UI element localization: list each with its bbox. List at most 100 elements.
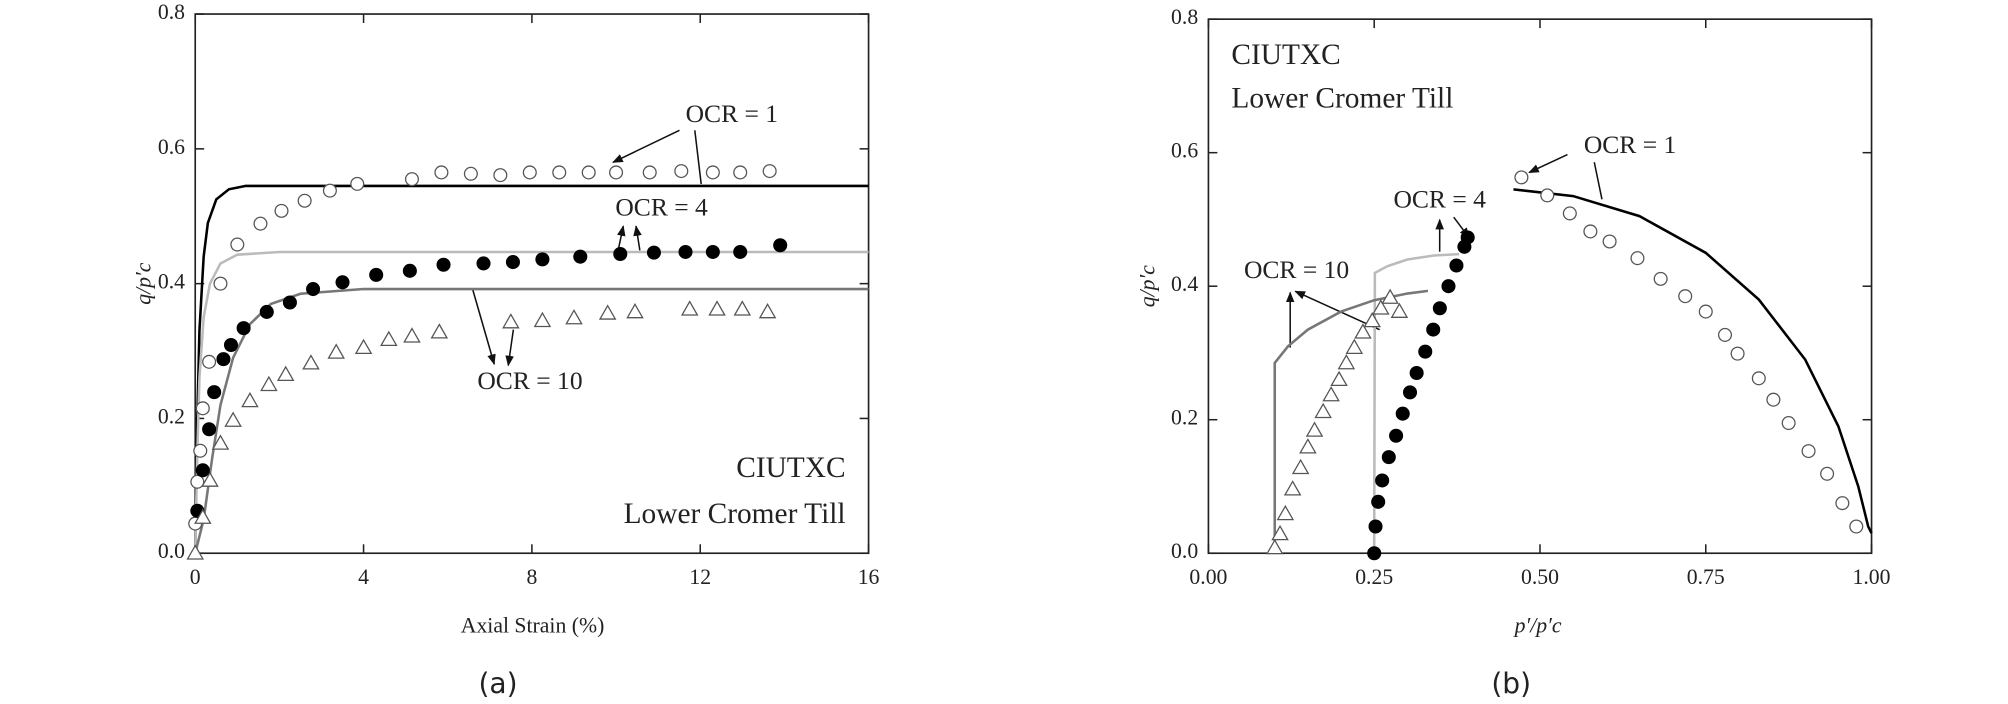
ocr-label: OCR = 4 bbox=[615, 192, 708, 221]
data-point bbox=[1602, 234, 1617, 249]
ocr-label: OCR = 10 bbox=[1244, 255, 1349, 284]
data-point bbox=[502, 313, 520, 329]
annotation-text: CIUTXC bbox=[1231, 39, 1340, 71]
y-tick-label: 0.0 bbox=[158, 539, 185, 563]
data-point bbox=[733, 165, 748, 180]
data-point bbox=[213, 276, 228, 291]
data-point bbox=[1540, 188, 1555, 203]
data-point bbox=[1363, 311, 1381, 328]
data-point bbox=[1381, 450, 1396, 465]
data-point bbox=[708, 300, 726, 316]
x-tick-label: 0 bbox=[190, 565, 201, 589]
model-curve bbox=[193, 250, 869, 554]
annotation-arrow bbox=[471, 288, 496, 366]
panel-label: (a) bbox=[478, 667, 517, 700]
data-point bbox=[758, 302, 777, 319]
data-point bbox=[1368, 519, 1383, 534]
annotation-text: CIUTXC bbox=[736, 452, 845, 484]
data-point bbox=[522, 165, 537, 180]
annotation-arrow bbox=[505, 329, 515, 367]
annotation-text: Lower Cromer Till bbox=[1231, 83, 1453, 115]
y-tick-label: 0.4 bbox=[158, 270, 185, 294]
data-point bbox=[646, 245, 661, 260]
data-point bbox=[476, 256, 491, 271]
data-point bbox=[1460, 230, 1475, 245]
y-tick-label: 0.2 bbox=[1171, 406, 1198, 430]
data-point bbox=[223, 337, 239, 353]
chart-panel: 0.00 0.25 0.50 0.75 1.00 0.0 0.2 0.4 0.6 0.8 p′/p′… bbox=[1136, 5, 1891, 700]
x-tick-label: 0.75 bbox=[1687, 565, 1725, 589]
data-point bbox=[302, 354, 320, 370]
data-point bbox=[773, 238, 788, 253]
data-point bbox=[201, 471, 219, 487]
data-point bbox=[626, 302, 644, 319]
data-point bbox=[680, 300, 699, 316]
data-point bbox=[1766, 392, 1781, 407]
annotation-arrow bbox=[1593, 162, 1603, 200]
data-point bbox=[276, 365, 295, 382]
annotation-text: Lower Cromer Till bbox=[624, 498, 846, 530]
data-point bbox=[1402, 385, 1418, 400]
y-axis-label: q/p′c bbox=[131, 262, 155, 305]
y-tick-label: 0.8 bbox=[1171, 5, 1198, 29]
x-tick-label: 16 bbox=[858, 565, 880, 589]
data-point bbox=[463, 166, 478, 181]
data-point bbox=[1367, 546, 1382, 561]
data-point bbox=[1291, 458, 1310, 475]
data-point bbox=[565, 309, 583, 325]
data-point bbox=[1345, 338, 1364, 355]
data-point bbox=[350, 176, 365, 191]
data-point bbox=[1375, 473, 1390, 488]
data-point bbox=[1276, 504, 1295, 521]
data-point bbox=[230, 237, 245, 252]
data-point bbox=[1409, 365, 1424, 381]
data-point bbox=[436, 257, 451, 272]
data-point bbox=[1265, 538, 1284, 555]
data-point bbox=[613, 246, 628, 262]
ocr-label: OCR = 10 bbox=[477, 366, 582, 395]
data-point bbox=[402, 263, 417, 278]
data-point bbox=[1849, 519, 1864, 534]
data-point bbox=[274, 203, 289, 218]
data-point bbox=[1781, 416, 1796, 431]
data-point bbox=[380, 330, 398, 346]
data-point bbox=[195, 463, 210, 478]
ocr-label: OCR = 1 bbox=[1584, 130, 1676, 159]
x-tick-label: 0.50 bbox=[1521, 565, 1559, 589]
data-point bbox=[573, 249, 588, 264]
data-point bbox=[1390, 302, 1409, 318]
data-point bbox=[1354, 323, 1372, 339]
ocr-label: OCR = 4 bbox=[1393, 185, 1486, 214]
x-axis-label: p′/p′c bbox=[1513, 613, 1562, 637]
y-axis-label: q/p′c bbox=[1136, 265, 1160, 308]
y-tick-label: 0.2 bbox=[158, 404, 185, 428]
y-tick-label: 0.6 bbox=[158, 135, 185, 159]
model-curve bbox=[1513, 188, 1873, 534]
data-point bbox=[1751, 371, 1766, 386]
data-point bbox=[224, 411, 242, 427]
data-point bbox=[186, 544, 204, 560]
data-point bbox=[1717, 327, 1733, 342]
y-tick-label: 0.4 bbox=[1171, 272, 1198, 296]
data-point bbox=[1337, 354, 1356, 370]
model-curve bbox=[193, 287, 869, 554]
data-point bbox=[1372, 299, 1390, 315]
x-tick-label: 0.00 bbox=[1189, 565, 1227, 589]
x-tick-label: 12 bbox=[689, 565, 711, 589]
x-tick-label: 0.25 bbox=[1355, 565, 1393, 589]
annotation-arrow bbox=[694, 130, 702, 185]
model-curve bbox=[1372, 252, 1460, 554]
data-point bbox=[216, 352, 231, 367]
data-point bbox=[1835, 496, 1850, 511]
data-point bbox=[369, 267, 384, 282]
data-point bbox=[207, 385, 222, 400]
data-point bbox=[1441, 279, 1456, 294]
chart-panel: 0 4 8 12 16 0.0 0.2 0.4 0.6 0.8 Axial Strain (%) q/… bbox=[131, 0, 879, 700]
data-point bbox=[1801, 444, 1816, 459]
x-tick-label: 4 bbox=[358, 565, 369, 589]
data-point bbox=[1730, 346, 1745, 361]
data-point bbox=[1299, 438, 1317, 454]
data-point bbox=[1562, 206, 1577, 221]
annotation-arrow bbox=[1528, 153, 1568, 174]
data-point bbox=[202, 422, 217, 437]
